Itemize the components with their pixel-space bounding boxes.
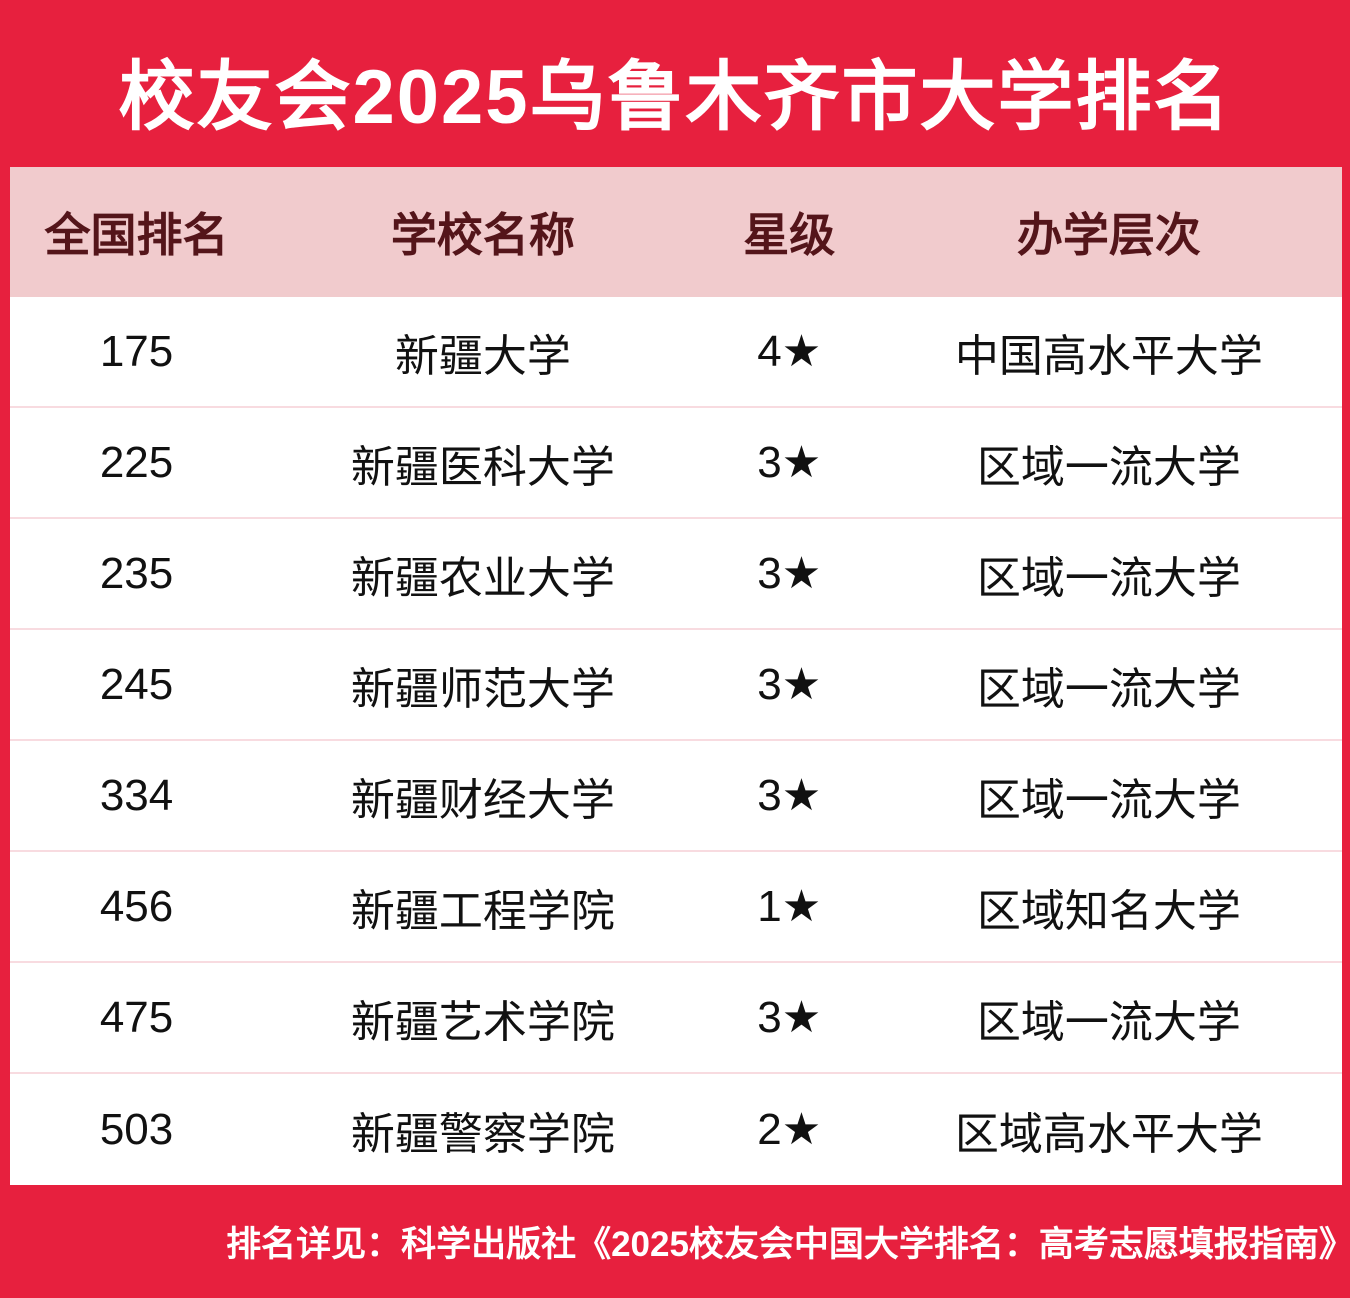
cell-level: 区域一流大学 [976,553,1241,603]
cell-stars: 3★ [757,438,822,487]
cell-level: 区域知名大学 [976,886,1241,936]
header-cell-rank: 全国排名 [44,209,229,261]
cell-stars: 3★ [757,771,822,820]
cell-level: 区域一流大学 [976,664,1241,714]
cell-stars: 3★ [757,993,822,1042]
cell-stars: 1★ [757,882,822,931]
cell-rank: 456 [99,881,174,931]
cell-school: 新疆艺术学院 [350,997,615,1047]
cell-school: 新疆医科大学 [350,442,615,492]
title-banner: 校友会2025乌鲁木齐市大学排名 [0,0,1350,167]
cell-level: 区域一流大学 [976,442,1241,492]
cell-stars: 3★ [757,549,822,598]
table-row: 503 新疆警察学院 2★ 区域高水平大学 [10,1074,1342,1185]
cell-rank: 235 [99,548,174,598]
page-title: 校友会2025乌鲁木齐市大学排名 [118,54,1232,140]
table-header-row: 全国排名 学校名称 星级 办学层次 [10,167,1342,297]
cell-level: 区域一流大学 [976,997,1241,1047]
cell-school: 新疆农业大学 [350,553,615,603]
table-row: 225 新疆医科大学 3★ 区域一流大学 [10,408,1342,519]
header-cell-stars: 星级 [743,209,836,261]
cell-rank: 175 [99,326,174,376]
header-cell-school: 学校名称 [390,209,575,261]
footer-note: 排名详见：科学出版社《2025校友会中国大学排名：高考志愿填报指南》 [226,1225,1350,1264]
cell-school: 新疆师范大学 [350,664,615,714]
cell-level: 区域高水平大学 [954,1109,1263,1159]
table-row: 456 新疆工程学院 1★ 区域知名大学 [10,852,1342,963]
footer-banner: 排名详见：科学出版社《2025校友会中国大学排名：高考志愿填报指南》 [0,1185,1350,1298]
table-row: 235 新疆农业大学 3★ 区域一流大学 [10,519,1342,630]
cell-stars: 4★ [757,327,822,376]
cell-rank: 225 [99,437,174,487]
cell-level: 区域一流大学 [976,775,1241,825]
table-row: 175 新疆大学 4★ 中国高水平大学 [10,297,1342,408]
cell-rank: 503 [99,1104,174,1154]
cell-stars: 2★ [757,1105,822,1154]
cell-rank: 334 [99,770,174,820]
header-cell-level: 办学层次 [1016,209,1201,261]
cell-rank: 245 [99,659,174,709]
table-row: 245 新疆师范大学 3★ 区域一流大学 [10,630,1342,741]
cell-school: 新疆警察学院 [350,1109,615,1159]
cell-rank: 475 [99,992,174,1042]
table-row: 475 新疆艺术学院 3★ 区域一流大学 [10,963,1342,1074]
cell-school: 新疆工程学院 [350,886,615,936]
table-row: 334 新疆财经大学 3★ 区域一流大学 [10,741,1342,852]
cell-stars: 3★ [757,660,822,709]
ranking-table: 全国排名 学校名称 星级 办学层次 175 新疆大学 4★ 中国高水平大学 22… [10,167,1342,1185]
cell-level: 中国高水平大学 [954,331,1263,381]
cell-school: 新疆财经大学 [350,775,615,825]
cell-school: 新疆大学 [394,331,571,381]
